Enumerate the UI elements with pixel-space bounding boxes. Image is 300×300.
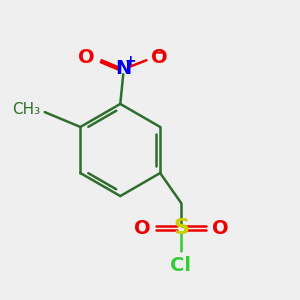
Text: CH₃: CH₃ <box>12 102 40 117</box>
Text: O: O <box>212 218 228 238</box>
Text: −: − <box>154 45 166 59</box>
Text: O: O <box>134 218 150 238</box>
Text: N: N <box>115 59 131 78</box>
Text: +: + <box>125 54 136 68</box>
Text: O: O <box>78 48 95 68</box>
Text: O: O <box>152 48 168 68</box>
Text: S: S <box>173 218 189 238</box>
Text: Cl: Cl <box>170 256 191 275</box>
